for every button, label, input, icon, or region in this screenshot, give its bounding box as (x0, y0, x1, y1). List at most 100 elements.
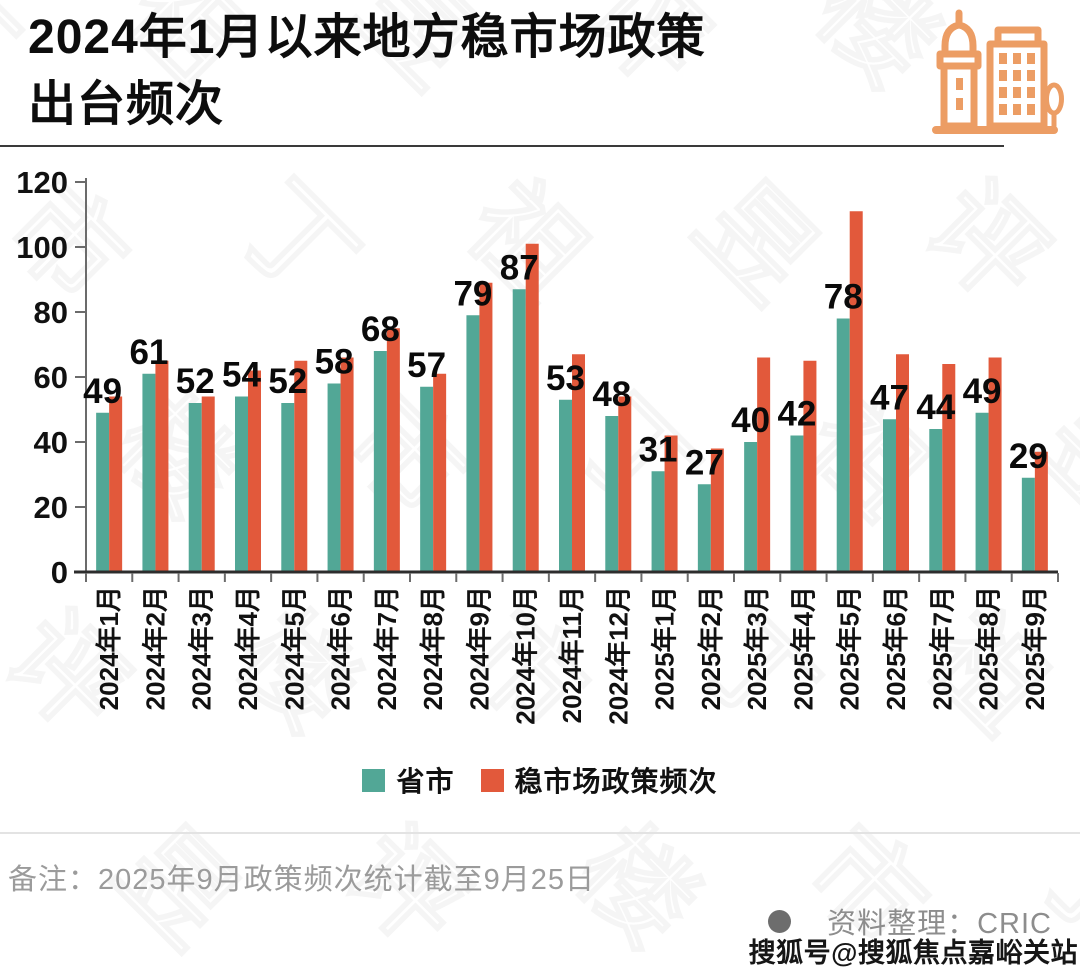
x-category-label: 2024年9月 (464, 586, 494, 710)
legend-label-provinces: 省市 (396, 766, 455, 797)
x-category-label: 2024年12月 (603, 586, 633, 725)
bar-provinces (929, 429, 943, 572)
bar-policy-frequency (248, 370, 261, 572)
bar-policy-frequency (109, 396, 123, 572)
x-category-label: 2025年5月 (835, 586, 865, 710)
x-category-label: 2025年2月 (696, 586, 726, 710)
x-category-label: 2025年8月 (974, 586, 1004, 710)
bar-provinces (883, 419, 896, 572)
bar-value-label: 48 (592, 375, 631, 414)
x-category-label: 2025年3月 (742, 586, 772, 710)
bar-value-label: 47 (870, 378, 909, 417)
bar-policy-frequency (803, 360, 817, 572)
bar-policy-frequency (479, 282, 493, 572)
bar-value-label: 57 (407, 346, 446, 385)
x-category-label: 2024年7月 (372, 586, 402, 710)
footnote: 备注：2025年9月政策频次统计截至9月25日 (8, 864, 596, 896)
x-category-label: 2025年9月 (1020, 586, 1050, 710)
y-tick-label: 40 (34, 425, 68, 460)
bar-value-label: 54 (222, 356, 261, 395)
bar-provinces (235, 396, 248, 572)
bar-value-label: 78 (824, 278, 863, 317)
bar-policy-frequency (572, 354, 585, 572)
bar-policy-frequency (340, 357, 354, 572)
bar-value-label: 49 (963, 372, 1002, 411)
bar-provinces (1021, 477, 1035, 572)
x-category-label: 2024年11月 (557, 586, 587, 723)
bar-provinces (466, 315, 480, 572)
source-row: 资料整理：CRIC (768, 900, 1052, 942)
bar-policy-frequency (710, 448, 724, 572)
bar-policy-frequency (155, 360, 169, 572)
bar-provinces (651, 471, 665, 572)
bar-policy-frequency (757, 357, 771, 572)
y-tick-label: 20 (34, 490, 68, 525)
bar-value-label: 52 (268, 362, 307, 401)
bar-value-label: 44 (916, 388, 955, 427)
bar-provinces (142, 373, 156, 572)
bar-policy-frequency (386, 328, 400, 572)
legend-label-policy-frequency: 稳市场政策频次 (514, 766, 718, 797)
bar-provinces (790, 435, 804, 572)
x-category-label: 2024年10月 (511, 586, 541, 725)
bar-provinces (975, 412, 989, 572)
bar-value-label: 42 (777, 395, 816, 434)
bar-value-label: 27 (685, 443, 724, 482)
bar-provinces (420, 386, 434, 572)
source-credit: 资料整理：CRIC (827, 908, 1052, 940)
bar-provinces (744, 442, 758, 572)
x-category-label: 2024年2月 (140, 586, 170, 710)
bar-policy-frequency (433, 373, 447, 572)
page-title: 2024年1月以来地方稳市场政策 出台频次 (28, 4, 908, 138)
bar-provinces (281, 403, 295, 572)
x-category-label: 2024年6月 (326, 586, 356, 710)
bar-value-label: 87 (500, 248, 539, 287)
title-divider (0, 145, 1004, 147)
bar-policy-frequency (849, 211, 863, 572)
y-tick-label: 0 (51, 555, 68, 590)
bar-value-label: 68 (361, 310, 400, 349)
bar-provinces (559, 399, 572, 572)
x-category-label: 2024年3月 (187, 586, 217, 710)
bar-provinces (697, 484, 711, 572)
y-tick-label: 60 (34, 360, 68, 395)
bar-value-label: 29 (1009, 437, 1048, 476)
bullet-icon (768, 909, 792, 933)
bar-provinces (188, 403, 202, 572)
bar-policy-frequency (1034, 451, 1048, 572)
bar-policy-frequency (988, 357, 1002, 572)
chart-legend: 省市 稳市场政策频次 (0, 760, 1080, 800)
bar-value-label: 58 (315, 343, 354, 382)
sohu-watermark: 搜狐号@搜狐焦点嘉峪关站 (748, 938, 1078, 968)
bar-value-label: 79 (453, 274, 492, 313)
bar-policy-frequency (618, 396, 632, 572)
y-tick-label: 80 (34, 295, 68, 330)
bar-provinces (96, 412, 110, 572)
bar-value-label: 61 (129, 333, 168, 372)
bar-value-label: 31 (639, 430, 678, 469)
bar-policy-frequency (896, 354, 909, 572)
bar-value-label: 49 (83, 372, 122, 411)
x-category-label: 2025年4月 (788, 586, 818, 710)
bar-policy-frequency (664, 435, 678, 572)
x-category-label: 2025年1月 (650, 586, 680, 710)
page-title-line1: 2024年1月以来地方稳市场政策 (28, 11, 706, 64)
bar-provinces (373, 351, 387, 572)
bar-provinces (327, 383, 341, 572)
bar-provinces (512, 289, 526, 572)
page-title-line2: 出台频次 (28, 78, 225, 132)
bar-policy-frequency (942, 364, 956, 572)
bar-value-label: 52 (176, 362, 215, 401)
x-category-label: 2025年7月 (927, 586, 957, 710)
bar-provinces (605, 416, 619, 572)
bar-policy-frequency (525, 243, 539, 572)
x-category-label: 2024年4月 (233, 586, 263, 710)
y-tick-label: 120 (16, 165, 68, 200)
city-buildings-icon (932, 9, 1064, 134)
bar-provinces (836, 318, 850, 572)
legend-swatch-provinces (362, 768, 386, 792)
bar-value-label: 40 (731, 401, 770, 440)
x-category-label: 2025年6月 (881, 586, 911, 710)
